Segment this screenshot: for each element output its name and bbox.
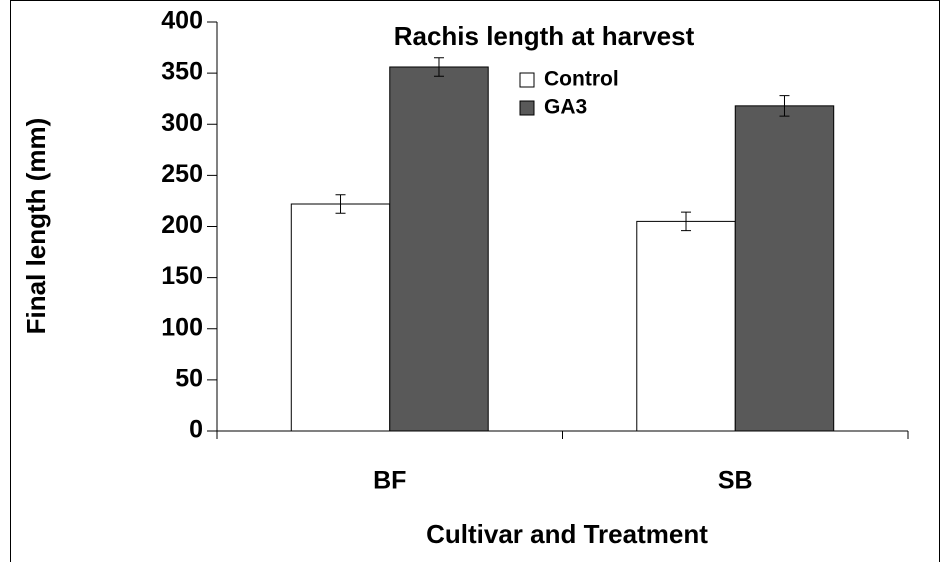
error-bar (681, 211, 692, 232)
bar (290, 203, 391, 432)
legend-label: Control (544, 68, 619, 91)
error-bar (335, 194, 346, 214)
y-tick-label: 100 (161, 313, 203, 341)
bar (734, 105, 835, 432)
y-tick-label: 300 (161, 109, 203, 137)
legend-swatch (519, 72, 535, 88)
x-tick-label: BF (373, 467, 406, 495)
legend-swatch (519, 100, 535, 116)
y-tick-label: 200 (161, 211, 203, 239)
y-tick-label: 350 (161, 58, 203, 86)
y-tick-label: 50 (175, 364, 203, 392)
y-tick-label: 250 (161, 160, 203, 188)
y-tick-label: 150 (161, 262, 203, 290)
chart-title: Rachis length at harvest (394, 21, 695, 51)
x-tick-label: SB (718, 467, 753, 495)
bar (389, 66, 489, 432)
y-axis-label: Final length (mm) (21, 118, 51, 335)
y-tick-label: 400 (161, 7, 203, 35)
x-axis-label: Cultivar and Treatment (426, 519, 708, 549)
chart-frame (10, 0, 940, 562)
bar (636, 220, 736, 432)
error-bar (433, 57, 444, 77)
y-tick-label: 0 (189, 416, 203, 444)
legend-label: GA3 (544, 96, 587, 119)
error-bar (779, 95, 790, 117)
